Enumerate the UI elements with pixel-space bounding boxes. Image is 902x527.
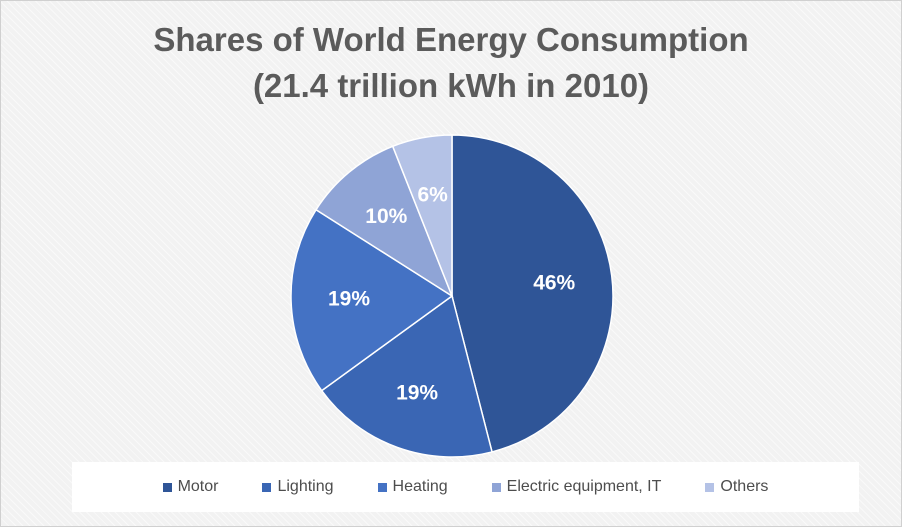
legend-label: Electric equipment, IT [506,478,662,495]
legend-label: Heating [392,478,448,495]
data-label-motor: 46% [533,272,575,295]
data-label-heating: 19% [328,288,370,311]
chart-title: Shares of World Energy Consumption [153,21,749,58]
data-label-electric-equipment-it: 10% [365,205,407,228]
legend-label: Others [720,478,769,495]
legend: Motor Lighting Heating Electric equipment, … [72,462,859,512]
pie-slice-heating [290,208,454,392]
pie-slice-lighting [320,294,493,458]
legend-swatch [262,482,272,492]
legend-swatch [377,482,387,492]
pie-slice-others [391,134,453,297]
legend-item-motor: Motor [162,478,219,496]
legend-item-heating: Heating [377,478,448,496]
legend-swatch [705,482,715,492]
chart-subtitle: (21.4 trillion kWh in 2010) [252,67,650,104]
legend-item-lighting: Lighting [262,478,334,496]
legend-item-electric-equipment-it: Electric equipment, IT [491,478,662,496]
data-label-lighting: 19% [396,381,438,404]
legend-swatch [491,482,501,492]
data-label-others: 6% [418,183,449,206]
legend-label: Lighting [277,478,334,495]
pie-slice-motor [451,134,614,453]
legend-label: Motor [177,478,219,495]
legend-swatch [162,482,172,492]
legend-item-others: Others [705,478,768,496]
pie-slice-electric-equipment-it [315,145,454,298]
